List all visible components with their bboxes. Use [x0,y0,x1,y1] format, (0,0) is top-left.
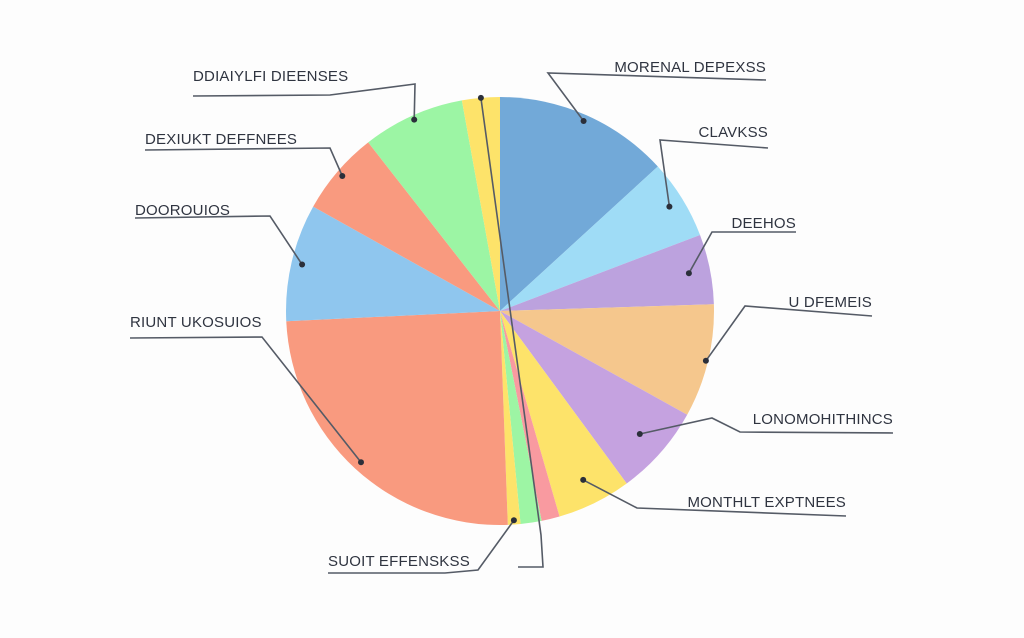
leader-line-ddiaiylfi-dieenses-12 [192,83,416,120]
pie-slice-doorouios-10 [286,206,500,322]
pie-slice-monthlt-exptnees-5 [500,311,627,517]
pie-slice-u-dfemeis-3 [500,304,714,415]
pie-slice-ddiaiylfi-dieenses-12 [368,100,500,311]
labels-layer: MORENAL DEPEXSS CLAVKSS DEEHOS U DFEMEIS LON… [130,59,893,570]
leader-line-morenal-depexss-0 [546,72,767,122]
leader-dot-lonomohithincs-4 [636,431,643,437]
leader-dot-clavkss-1 [666,203,673,210]
leader-line-dexiukt-deffnees-11 [144,147,344,177]
slice-label-clavkss-1: CLAVKSS [699,124,769,141]
leader-dot-ddiaiylfi-dieenses-12 [411,116,418,123]
leader-dot-riunt-ukosuios-9 [358,459,364,466]
leader-line-clavkss-1 [659,139,769,207]
slice-label-u-dfemeis-3: U DFEMEIS [789,294,872,311]
leader-dot-monthlt-exptnees-5 [580,476,587,483]
leader-dot-deehos-2 [685,270,692,277]
slice-label-deehos-2: DEEHOS [731,215,796,232]
leader-dot-morenal-depexss-0 [580,118,587,124]
slice-label-morenal-depexss-0: MORENAL DEPEXSS [614,59,766,76]
slice-label-suoit-effenskss-8: SUOIT EFFENSKSS [328,553,470,570]
leader-line-u-dfemeis-3 [705,305,873,362]
pie-slice-unlabeled-7 [500,311,542,525]
pie-slice-deehos-2 [500,234,714,311]
slice-label-doorouios-10: DOOROUIOS [135,202,230,219]
slices-layer [286,96,714,526]
pie-slice-clavkss-1 [500,166,701,311]
leader-line-monthlt-exptnees-5 [582,479,847,517]
leader-lines-layer [129,72,894,574]
leader-dot-suoit-effenskss-8 [510,517,517,524]
leader-dot-dexiukt-deffnees-11 [339,173,346,179]
leader-line-riunt-ukosuios-9 [129,336,362,463]
pie-slice-lonomohithincs-4 [500,311,688,484]
pie-slice-dexiukt-deffnees-11 [313,142,500,311]
leader-line-unlabeled-13 [480,97,544,568]
leader-dot-u-dfemeis-3 [702,357,709,364]
pie-slice-unlabeled-6 [500,311,560,521]
pie-slice-suoit-effenskss-8 [500,311,521,525]
leader-dot-unlabeled-13 [477,94,484,101]
leader-line-deehos-2 [688,231,796,274]
slice-label-monthlt-exptnees-5: MONTHLT EXPTNEES [687,494,846,511]
slice-label-ddiaiylfi-dieenses-12: DDIAIYLFI DIEENSES [193,68,348,85]
leader-line-suoit-effenskss-8 [328,519,515,574]
leader-dot-doorouios-10 [299,261,306,268]
leader-line-doorouios-10 [134,215,303,265]
pie-slice-unlabeled-13 [461,96,500,311]
slice-label-dexiukt-deffnees-11: DEXIUKT DEFFNEES [145,131,297,148]
slice-label-riunt-ukosuios-9: RIUNT UKOSUIOS [130,314,262,331]
pie-slice-morenal-depexss-0 [500,97,658,311]
pie-slice-riunt-ukosuios-9 [286,311,508,526]
slice-label-lonomohithincs-4: LONOMOHITHINCS [753,411,893,428]
leader-line-lonomohithincs-4 [639,417,894,435]
